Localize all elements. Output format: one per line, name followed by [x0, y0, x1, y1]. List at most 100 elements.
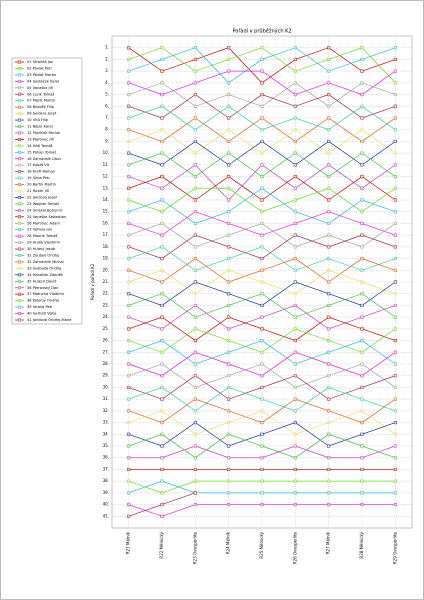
point-marker	[227, 104, 231, 108]
point-marker	[260, 350, 264, 354]
legend-marker	[18, 176, 21, 180]
legend-label: 03 Pavlát Martin	[27, 73, 56, 77]
point-marker	[193, 280, 197, 284]
point-marker	[327, 116, 331, 120]
point-marker	[160, 128, 164, 132]
point-marker	[160, 409, 164, 413]
legend-marker	[18, 279, 21, 283]
point-marker	[127, 409, 131, 413]
point-marker	[227, 69, 231, 73]
point-marker	[260, 104, 264, 108]
point-marker	[360, 303, 364, 307]
point-marker	[160, 467, 164, 471]
y-tick-label: 2.	[105, 56, 109, 61]
point-marker	[293, 221, 297, 225]
point-marker	[260, 46, 264, 50]
legend-label: 39 Straka Petr	[27, 305, 53, 309]
point-marker	[193, 467, 197, 471]
point-marker	[327, 397, 331, 401]
point-marker	[327, 175, 331, 179]
legend-marker	[18, 228, 21, 232]
y-tick-label: 15.	[103, 209, 109, 214]
point-marker	[260, 467, 264, 471]
point-marker	[293, 104, 297, 108]
point-marker	[293, 268, 297, 272]
point-marker	[160, 139, 164, 143]
legend-label: 20 Bartík Martin	[27, 183, 56, 187]
point-marker	[260, 339, 264, 343]
point-marker	[160, 303, 164, 307]
point-marker	[260, 397, 264, 401]
point-marker	[127, 397, 131, 401]
legend-label: 19 Šíma Petr	[27, 175, 50, 180]
point-marker	[293, 81, 297, 85]
point-marker	[227, 303, 231, 307]
y-tick-label: 28.	[103, 361, 109, 366]
point-marker	[193, 139, 197, 143]
point-marker	[227, 467, 231, 471]
point-marker	[260, 479, 264, 483]
point-marker	[393, 151, 397, 155]
point-marker	[260, 292, 264, 296]
y-tick-label: 5.	[105, 92, 109, 97]
point-marker	[193, 362, 197, 366]
point-marker	[360, 104, 364, 108]
point-marker	[127, 210, 131, 214]
point-marker	[160, 210, 164, 214]
y-tick-label: 25.	[103, 326, 109, 331]
point-marker	[393, 81, 397, 85]
point-marker	[293, 139, 297, 143]
point-marker	[360, 339, 364, 343]
legend-label: 01 Straňák Jan	[27, 60, 53, 64]
point-marker	[360, 175, 364, 179]
legend-marker	[18, 99, 21, 103]
point-marker	[327, 385, 331, 389]
point-marker	[393, 93, 397, 97]
point-marker	[260, 151, 264, 155]
point-marker	[360, 444, 364, 448]
point-marker	[160, 385, 164, 389]
point-marker	[160, 233, 164, 237]
point-marker	[327, 81, 331, 85]
point-marker	[127, 456, 131, 460]
y-tick-label: 1.	[105, 45, 109, 50]
point-marker	[260, 268, 264, 272]
point-marker	[393, 303, 397, 307]
point-marker	[193, 315, 197, 319]
point-marker	[193, 46, 197, 50]
point-marker	[193, 327, 197, 331]
point-marker	[127, 479, 131, 483]
legend-marker	[18, 60, 21, 64]
point-marker	[393, 233, 397, 237]
point-marker	[260, 221, 264, 225]
point-marker	[260, 81, 264, 85]
point-marker	[293, 315, 297, 319]
y-tick-label: 41.	[103, 513, 109, 518]
point-marker	[360, 362, 364, 366]
point-marker	[327, 339, 331, 343]
point-marker	[327, 245, 331, 249]
legend-marker	[18, 170, 21, 174]
point-marker	[160, 514, 164, 518]
point-marker	[260, 175, 264, 179]
legend-label: 14 Hátl Tomáš	[27, 144, 53, 148]
point-marker	[360, 257, 364, 261]
point-marker	[227, 46, 231, 50]
point-marker	[260, 444, 264, 448]
point-marker	[227, 139, 231, 143]
point-marker	[327, 257, 331, 261]
point-marker	[227, 397, 231, 401]
point-marker	[160, 151, 164, 155]
point-marker	[327, 210, 331, 214]
legend-label: 24 Smékal Bohumír	[27, 208, 63, 212]
point-marker	[193, 479, 197, 483]
point-marker	[327, 491, 331, 495]
point-marker	[160, 104, 164, 108]
point-marker	[293, 397, 297, 401]
legend-marker	[18, 260, 21, 264]
point-marker	[227, 315, 231, 319]
point-marker	[393, 139, 397, 143]
point-marker	[193, 221, 197, 225]
point-marker	[260, 57, 264, 61]
